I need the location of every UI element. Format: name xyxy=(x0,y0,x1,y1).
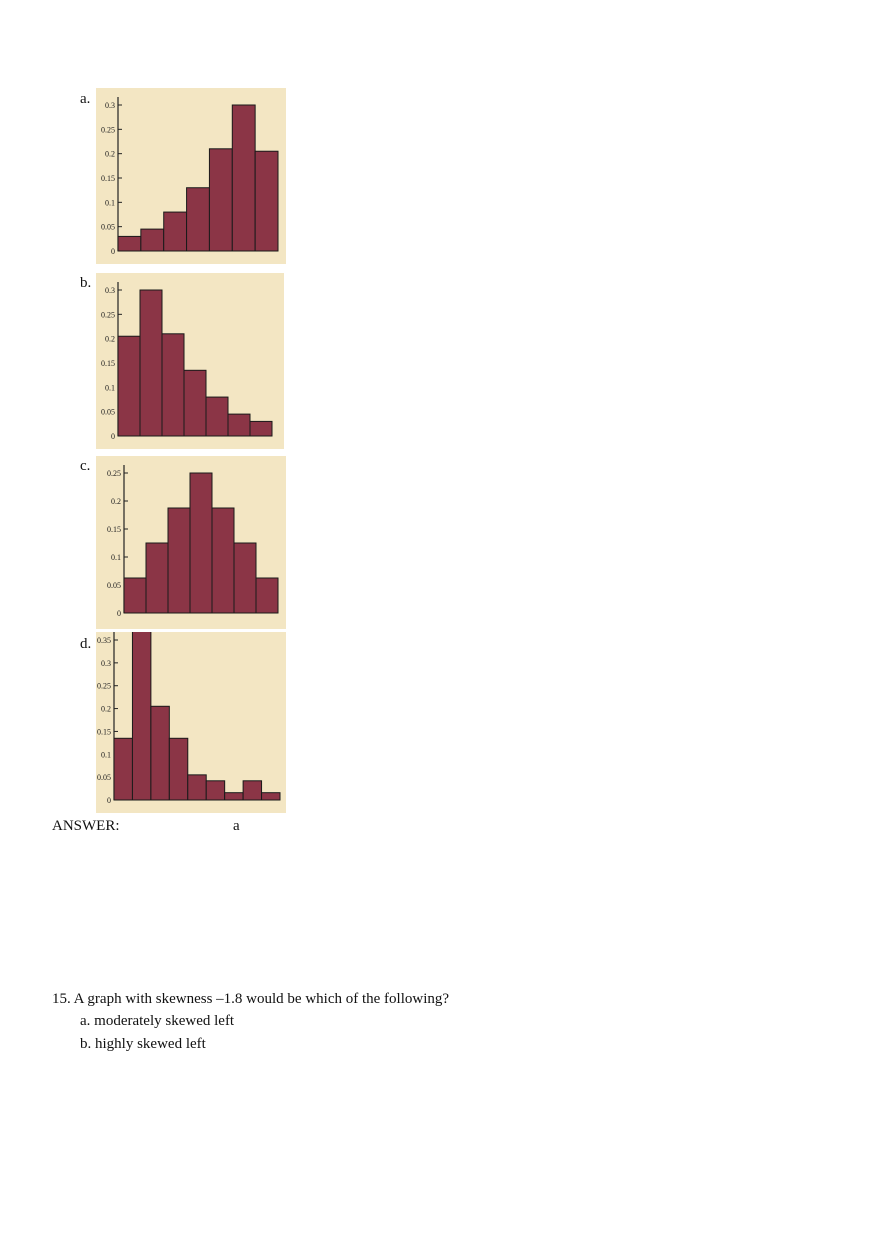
answer-label: ANSWER: xyxy=(52,818,120,834)
histogram-c: 0 0.05 0.1 0.15 0.2 0.25 xyxy=(96,456,286,629)
histogram-a-bar xyxy=(140,228,165,252)
histogram-b: 0 0.05 0.1 0.15 0.2 0.25 0.3 xyxy=(96,273,284,449)
histogram-c-y-tick-label: 0 xyxy=(117,609,121,618)
histogram-d-bar xyxy=(187,774,207,801)
histogram-d-y-tick-label: 0.35 xyxy=(97,636,111,645)
histogram-c-bar xyxy=(189,472,213,614)
histogram-a-plot: 0 0.05 0.1 0.15 0.2 0.25 0.3 xyxy=(101,97,279,256)
histogram-b-y-tick-label: 0.05 xyxy=(101,408,115,417)
histogram-a-y-tick-label: 0.25 xyxy=(101,125,115,134)
histogram-d-bar xyxy=(224,792,244,801)
histogram-d-y-tick-label: 0.3 xyxy=(101,659,111,668)
histogram-b-y-tick-label: 0.1 xyxy=(105,383,115,392)
histogram-a-bar xyxy=(117,235,142,252)
histogram-d-bar xyxy=(242,780,263,801)
histogram-b-y-tick-label: 0.25 xyxy=(101,310,115,319)
histogram-a-y-tick-label: 0.2 xyxy=(105,150,115,159)
histogram-d-bar xyxy=(205,780,226,801)
histogram-a-bar xyxy=(186,187,210,252)
histogram-a: 0 0.05 0.1 0.15 0.2 0.25 0.3 xyxy=(96,88,286,264)
histogram-a-bar xyxy=(231,104,256,252)
histogram-c-bar xyxy=(255,577,279,614)
answer-value: a xyxy=(233,818,240,834)
histogram-d: 0 0.05 0.1 0.15 0.2 0.25 0.3 0.35 xyxy=(96,632,286,813)
histogram-a-bar xyxy=(254,150,279,252)
histogram-d-y-tick-label: 0.15 xyxy=(97,727,111,736)
histogram-d-y-tick-label: 0.1 xyxy=(101,750,111,759)
histogram-c-bar xyxy=(211,507,235,614)
histogram-c-y-tick-label: 0.25 xyxy=(107,469,121,478)
option-d-letter: d. xyxy=(80,636,92,652)
histogram-b-bar xyxy=(183,369,207,437)
histogram-a-y-tick-label: 0 xyxy=(111,247,115,256)
histogram-d-y-tick-label: 0.05 xyxy=(97,773,111,782)
histogram-b-bar xyxy=(205,396,229,437)
option-b-letter: b. xyxy=(80,275,92,291)
histogram-b-y-tick-label: 0 xyxy=(111,432,115,441)
histogram-b-y-tick-label: 0.2 xyxy=(105,335,115,344)
histogram-c-y-tick-label: 0.15 xyxy=(107,525,121,534)
histogram-b-bar xyxy=(161,333,185,437)
histogram-b-bar xyxy=(117,335,141,437)
histogram-c-plot: 0 0.05 0.1 0.15 0.2 0.25 xyxy=(107,465,279,618)
histogram-b-bar xyxy=(139,289,163,437)
histogram-a-y-tick-label: 0.1 xyxy=(105,198,115,207)
histogram-c-y-tick-label: 0.1 xyxy=(111,553,121,562)
histogram-a-y-tick-label: 0.3 xyxy=(105,101,115,110)
histogram-c-y-tick-label: 0.2 xyxy=(111,497,121,506)
choice-b: b. highly skewed left xyxy=(80,1036,206,1052)
histogram-d-y-tick-label: 0.25 xyxy=(97,682,111,691)
histogram-d-bar xyxy=(261,792,281,801)
histogram-d-bar xyxy=(113,737,133,801)
histogram-c-bar xyxy=(167,507,191,614)
histogram-c-bar xyxy=(123,577,147,614)
histogram-d-bar xyxy=(131,632,152,801)
histogram-a-y-tick-label: 0.15 xyxy=(101,174,115,183)
choice-a: a. moderately skewed left xyxy=(80,1013,235,1029)
question-15-text: 15. A graph with skewness –1.8 would be … xyxy=(52,991,450,1007)
histogram-d-y-tick-label: 0.2 xyxy=(101,705,111,714)
option-a-letter: a. xyxy=(80,91,91,107)
option-c-letter: c. xyxy=(80,458,91,474)
histogram-d-bar xyxy=(168,737,189,801)
histogram-c-bar xyxy=(145,542,169,614)
histogram-c-bar xyxy=(233,542,257,614)
histogram-b-plot: 0 0.05 0.1 0.15 0.2 0.25 0.3 xyxy=(101,282,273,441)
histogram-b-y-tick-label: 0.15 xyxy=(101,359,115,368)
histogram-d-bar xyxy=(150,705,170,801)
histogram-c-y-tick-label: 0.05 xyxy=(107,581,121,590)
histogram-a-bar xyxy=(208,148,233,252)
histogram-d-y-tick-label: 0 xyxy=(107,796,111,805)
histogram-a-y-tick-label: 0.05 xyxy=(101,223,115,232)
histogram-b-bar xyxy=(227,413,251,437)
histogram-d-plot: 0 0.05 0.1 0.15 0.2 0.25 0.3 0.35 xyxy=(97,632,281,805)
histogram-b-y-tick-label: 0.3 xyxy=(105,286,115,295)
histogram-a-bar xyxy=(163,211,188,252)
histogram-b-bar xyxy=(249,420,273,437)
